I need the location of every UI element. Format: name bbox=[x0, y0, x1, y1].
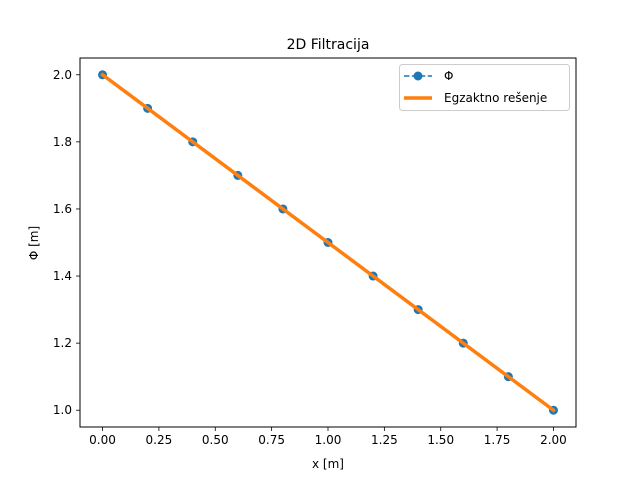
y-tick-label: 1.6 bbox=[53, 202, 72, 216]
legend-phi-label: Φ bbox=[444, 69, 453, 83]
x-tick-label: 0.25 bbox=[146, 433, 173, 447]
plot-area bbox=[98, 70, 558, 415]
y-tick-label: 1.8 bbox=[53, 135, 72, 149]
y-axis-title: Φ [m] bbox=[27, 226, 41, 260]
series-exact-line bbox=[100, 72, 556, 413]
y-tick-label: 1.2 bbox=[53, 336, 72, 350]
x-tick-label: 0.50 bbox=[202, 433, 229, 447]
legend-box bbox=[399, 64, 570, 111]
legend-phi-marker bbox=[413, 71, 423, 81]
x-tick-label: 0.75 bbox=[258, 433, 285, 447]
y-tick-label: 1.0 bbox=[53, 403, 72, 417]
legend: Φ Egzaktno rešenje bbox=[399, 64, 570, 111]
x-tick-label: 1.00 bbox=[315, 433, 342, 447]
x-axis-title: x [m] bbox=[312, 457, 344, 471]
y-tick-label: 1.4 bbox=[53, 269, 72, 283]
y-tick-label: 2.0 bbox=[53, 68, 72, 82]
chart-title: 2D Filtracija bbox=[287, 37, 370, 53]
legend-exact-label: Egzaktno rešenje bbox=[444, 91, 547, 105]
x-tick-label: 0.00 bbox=[89, 433, 116, 447]
x-tick-label: 2.00 bbox=[540, 433, 567, 447]
x-tick-label: 1.75 bbox=[484, 433, 511, 447]
x-tick-label: 1.50 bbox=[427, 433, 454, 447]
axes: 0.00 0.25 0.50 0.75 1.00 1.25 1.50 1.75 2.00 1.0 1… bbox=[53, 57, 577, 447]
x-tick-label: 1.25 bbox=[371, 433, 398, 447]
